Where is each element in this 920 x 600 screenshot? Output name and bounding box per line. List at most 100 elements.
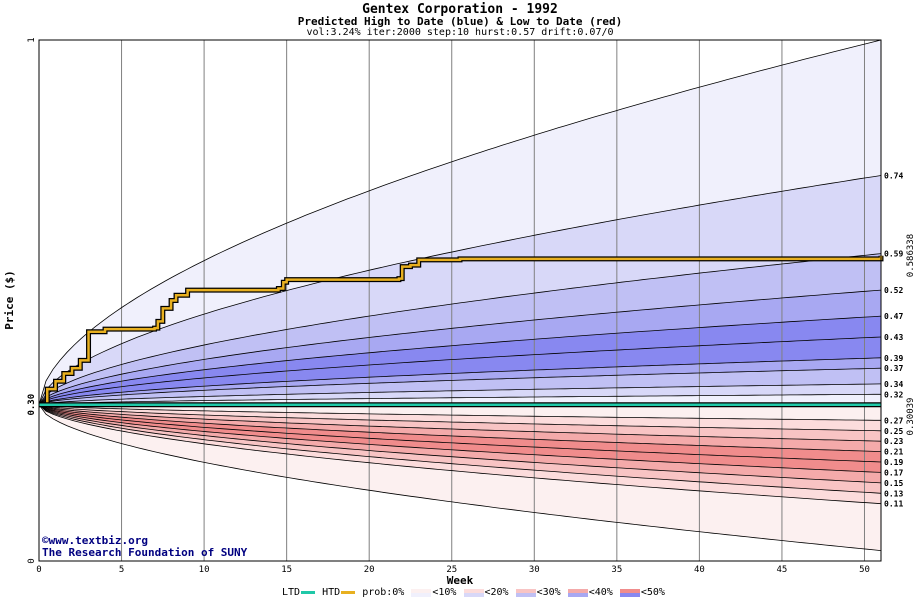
high-band-4 <box>39 316 881 405</box>
high-band-7 <box>39 368 881 405</box>
legend-bin-30: <30% <box>536 587 561 598</box>
band-end-label-9: 0.27 <box>884 416 903 425</box>
high-band-6 <box>39 357 881 405</box>
band-end-label-10: 0.25 <box>884 427 903 436</box>
chart-subtitle: Predicted High to Date (blue) & Low to D… <box>297 15 623 28</box>
simulation-parameters: vol:3.24% iter:2000 step:10 hurst:0.57 d… <box>306 27 614 38</box>
band-boundary-0 <box>38 39 882 405</box>
band-end-label-14: 0.17 <box>884 468 903 477</box>
low-band-2 <box>39 404 881 442</box>
high-band-8 <box>39 383 881 405</box>
series-lines <box>38 39 884 551</box>
y-axis-label: Price ($) <box>3 270 16 330</box>
htd-end-value: 0.586338 <box>906 234 916 277</box>
axis-ticks: 0 5 10 15 20 25 30 35 40 45 50 0 0.30 1 <box>27 37 870 575</box>
band-boundary-16 <box>38 404 882 484</box>
x-tick-0: 0 <box>36 565 41 575</box>
legend-swatch-30 <box>515 588 536 597</box>
grid-lines <box>121 40 865 561</box>
band-end-label-3: 0.47 <box>884 312 903 321</box>
legend-bin-10: <10% <box>432 587 457 598</box>
legend-bin-20: <20% <box>484 587 509 598</box>
low-band-8 <box>39 404 881 504</box>
legend-bin-40: <40% <box>588 587 613 598</box>
band-end-label-7: 0.34 <box>884 380 903 389</box>
low-band-0 <box>39 404 881 421</box>
band-end-label-8: 0.32 <box>884 390 903 399</box>
x-tick-40: 40 <box>694 565 705 575</box>
band-boundary-5 <box>38 336 882 406</box>
legend-htd-swatch <box>341 591 356 594</box>
low-band-5 <box>39 404 881 473</box>
band-boundary-19 <box>38 404 882 551</box>
band-end-label-17: 0.11 <box>884 500 903 509</box>
band-boundary-10 <box>38 404 881 421</box>
band-boundary-6 <box>38 357 882 406</box>
low-band-6 <box>39 404 881 483</box>
low-band-9 <box>39 404 881 551</box>
high-band-5 <box>39 337 881 405</box>
band-end-label-16: 0.13 <box>884 489 903 498</box>
legend-ltd-label: LTD <box>282 587 301 598</box>
band-end-label-13: 0.19 <box>884 458 903 467</box>
band-end-label-0: 0.74 <box>884 171 903 180</box>
y-tick-0.30: 0.30 <box>27 394 37 416</box>
band-boundary-1 <box>38 175 882 405</box>
band-boundary-7 <box>38 367 882 406</box>
low-band-4 <box>39 404 881 462</box>
high-band-9 <box>39 394 881 405</box>
band-boundary-3 <box>38 289 882 405</box>
x-tick-30: 30 <box>529 565 540 575</box>
band-end-label-1: 0.59 <box>884 250 903 259</box>
band-boundary-12 <box>38 404 882 442</box>
legend-htd-label: HTD <box>322 587 341 598</box>
band-end-label-15: 0.15 <box>884 479 903 488</box>
high-band-2 <box>39 253 881 405</box>
x-tick-25: 25 <box>446 565 457 575</box>
band-end-labels: 0.74 0.59 0.52 0.47 0.43 0.390.37 0.340.32 0.27… <box>884 171 916 508</box>
x-tick-35: 35 <box>611 565 622 575</box>
x-tick-10: 10 <box>199 565 210 575</box>
high-band-1 <box>39 175 881 405</box>
band-boundary-13 <box>38 404 882 452</box>
plot-frame <box>38 39 882 562</box>
legend: LTD HTD prob:0% <10% <20% <30% <40% <50% <box>282 587 665 599</box>
x-tick-45: 45 <box>777 565 788 575</box>
copyright-text: ©www.textbiz.org <box>42 534 148 547</box>
legend-swatch-20 <box>463 588 484 597</box>
legend-bin-50: <50% <box>640 587 665 598</box>
band-boundary-9 <box>38 393 881 406</box>
band-end-label-4: 0.43 <box>884 333 903 342</box>
band-end-label-5: 0.39 <box>884 354 903 363</box>
y-tick-0: 0 <box>27 558 37 563</box>
x-tick-50: 50 <box>859 565 870 575</box>
legend-ltd-swatch <box>301 591 316 594</box>
band-boundary-11 <box>38 404 882 432</box>
probability-bands <box>39 40 881 551</box>
legend-swatch-40 <box>567 588 588 597</box>
band-boundary-8 <box>38 383 882 406</box>
low-band-1 <box>39 404 881 431</box>
low-band-3 <box>39 404 881 452</box>
band-boundary-14 <box>38 404 882 463</box>
x-axis-label: Week <box>447 574 474 587</box>
band-boundary-15 <box>38 404 882 473</box>
htd-line <box>39 255 883 406</box>
band-boundary-2 <box>38 253 882 405</box>
band-end-label-12: 0.21 <box>884 448 903 457</box>
legend-swatch-50 <box>619 588 640 597</box>
high-band-3 <box>39 290 881 405</box>
chart-title: Gentex Corporation - 1992 <box>362 2 558 17</box>
x-tick-5: 5 <box>119 565 124 575</box>
x-tick-15: 15 <box>281 565 292 575</box>
band-end-label-6: 0.37 <box>884 364 903 373</box>
band-boundary-4 <box>38 315 882 406</box>
legend-prob-label: prob:0% <box>362 587 405 598</box>
high-band-0 <box>39 40 881 405</box>
ltd-end-value: 0.30039 <box>906 398 916 436</box>
y-tick-1: 1 <box>27 37 37 42</box>
band-end-label-2: 0.52 <box>884 286 903 295</box>
band-boundary-17 <box>38 404 882 494</box>
band-end-label-11: 0.23 <box>884 437 903 446</box>
